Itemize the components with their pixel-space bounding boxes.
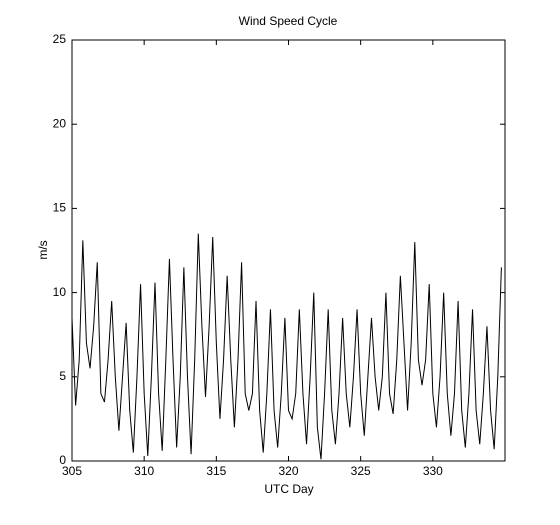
y-tick-label: 15 (53, 201, 67, 215)
y-tick-label: 10 (53, 285, 67, 299)
y-tick-label: 25 (53, 32, 67, 46)
x-tick-label: 310 (134, 464, 154, 478)
y-tick-label: 0 (59, 453, 66, 467)
y-axis-label: m/s (36, 240, 50, 259)
x-tick-label: 325 (351, 464, 371, 478)
y-tick-label: 5 (59, 369, 66, 383)
x-tick-label: 330 (423, 464, 443, 478)
x-tick-label: 305 (62, 464, 82, 478)
chart-title: Wind Speed Cycle (239, 14, 338, 28)
data-line (71, 233, 502, 460)
x-axis-label: UTC Day (264, 482, 313, 496)
x-tick-label: 320 (278, 464, 298, 478)
x-tick-label: 315 (206, 464, 226, 478)
y-tick-label: 20 (53, 116, 67, 130)
